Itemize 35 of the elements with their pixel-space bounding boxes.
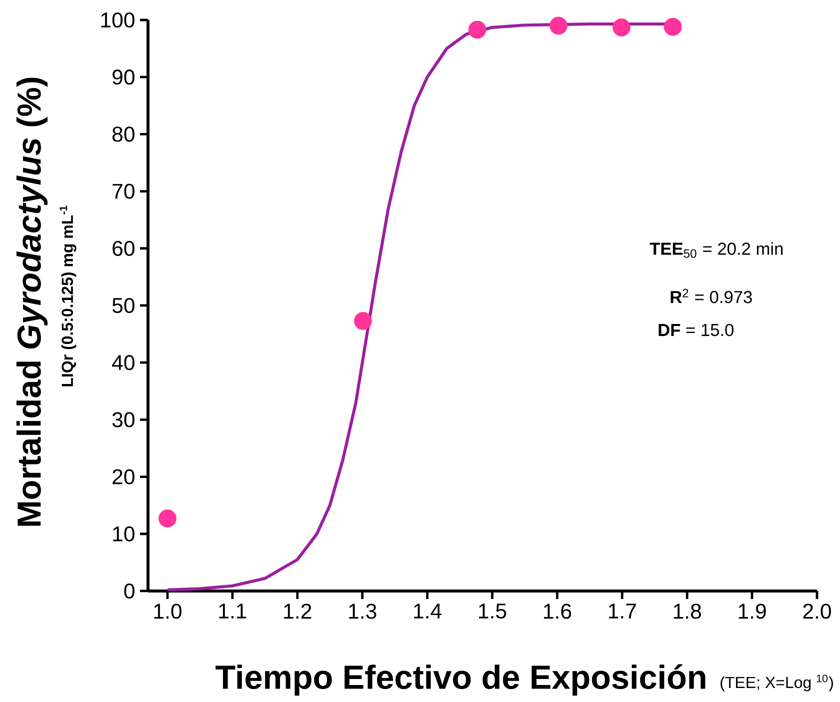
x-tick-label: 1.6 [544, 604, 572, 619]
point [664, 18, 682, 36]
x-tick-label: 1.5 [479, 604, 506, 619]
x-tick-label: 1.9 [738, 604, 766, 619]
point [612, 18, 630, 36]
x-tick-label: 1.0 [154, 604, 182, 619]
y-axis-title: Mortalidad Gyrodactylus (%) [16, 78, 48, 526]
y-tick-label: 70 [112, 184, 134, 199]
y-tick-label: 50 [112, 298, 134, 314]
point [354, 312, 372, 330]
y-tick-label: 90 [112, 70, 134, 85]
x-tick-label: 1.1 [219, 604, 246, 618]
x-tick-label: 2.0 [803, 604, 831, 619]
x-tick-label: 1.2 [284, 604, 312, 619]
y-tick-label: 10 [113, 526, 134, 542]
y-tick-label: 0 [124, 583, 134, 599]
x-tick-label: 1.7 [608, 604, 636, 618]
text: LIQr (0.5:0.125) mg mL$^{-1}$ [60, 206, 76, 386]
y-tick-label: 80 [112, 126, 134, 142]
point [468, 20, 486, 39]
annotation: TEE$_{50}$ = 20.2 min [650, 242, 783, 258]
point [550, 16, 568, 35]
y-tick-label: 100 [101, 12, 134, 28]
y-tick-label: 20 [112, 469, 134, 484]
x-tick-label: 1.3 [349, 604, 376, 619]
y-tick-label: 40 [112, 355, 134, 370]
annotation: DF = 15.0 [658, 324, 734, 336]
x-tick-label: 1.4 [414, 604, 442, 618]
y-tick-label: 30 [112, 412, 134, 428]
x-tick-label: 1.8 [674, 604, 701, 619]
x-axis-title: Tiempo Efectivo de Exposición [216, 664, 706, 696]
point [158, 510, 176, 528]
text: (TEE; X=Log $^{10}$) [720, 674, 833, 692]
y-tick-label: 60 [112, 240, 134, 256]
annotation: R$^{2}$ = 0.973 [670, 288, 752, 304]
